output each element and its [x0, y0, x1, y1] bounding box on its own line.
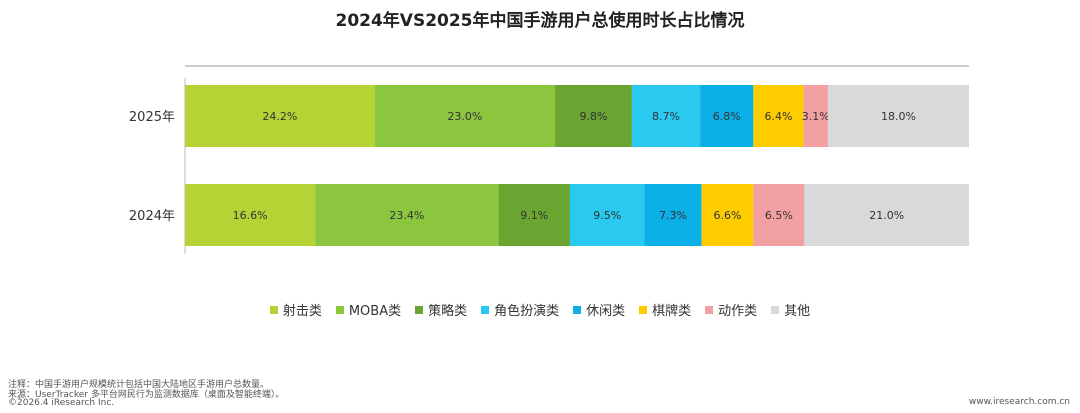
- legend-item: MOBA类: [335, 300, 402, 319]
- legend-swatch: [771, 305, 780, 314]
- legend-item: 休闲类: [573, 300, 625, 319]
- data-label: 8.7%: [652, 110, 680, 123]
- data-label: 6.4%: [765, 110, 793, 123]
- legend-swatch: [269, 305, 278, 314]
- data-label: 24.2%: [262, 110, 297, 123]
- legend-label: 棋牌类: [652, 304, 692, 319]
- data-label: 6.8%: [713, 110, 741, 123]
- legend-item: 角色扮演类: [481, 300, 559, 319]
- bar-segment: [753, 184, 805, 246]
- bar-segment: [374, 85, 556, 147]
- data-label: 9.1%: [520, 209, 548, 222]
- data-label: 18.0%: [881, 110, 916, 123]
- data-label: 3.1%: [802, 110, 830, 123]
- data-label: 9.8%: [579, 110, 607, 123]
- legend-label: 射击类: [282, 304, 322, 319]
- legend-label: 策略类: [428, 304, 468, 319]
- bar-segment: [185, 184, 316, 246]
- legend-swatch: [573, 305, 582, 314]
- footnote-source: 来源：UserTracker 多平台网民行为监测数据库（桌面及智能终端）。: [8, 390, 285, 400]
- bar-segment: [644, 184, 702, 246]
- legend-swatch: [639, 305, 648, 314]
- bar-segment: [569, 184, 645, 246]
- data-label: 23.0%: [447, 110, 482, 123]
- legend-item: 动作类: [705, 300, 757, 319]
- legend-label: 动作类: [718, 304, 758, 319]
- data-label: 6.6%: [714, 209, 742, 222]
- bar-segment: [827, 85, 969, 147]
- data-label: 21.0%: [869, 209, 904, 222]
- bar-segment: [185, 85, 375, 147]
- legend-swatch: [415, 305, 424, 314]
- bar-segment: [804, 184, 969, 246]
- data-label: 6.5%: [765, 209, 793, 222]
- data-label: 16.6%: [233, 209, 268, 222]
- legend-label: MOBA类: [348, 304, 402, 319]
- legend-label: 休闲类: [586, 304, 626, 319]
- y-tick-label: 2024年: [129, 209, 175, 224]
- bar-segment: [315, 184, 499, 246]
- footnote-note: 注释：中国手游用户规模统计包括中国大陆地区手游用户总数量。: [8, 380, 270, 390]
- bar-segment: [701, 184, 754, 246]
- bar-segment: [555, 85, 632, 147]
- data-label: 23.4%: [389, 209, 424, 222]
- stacked-bar-chart: 2025年 24.2% 23.0% 9.8% 8.7% 6.8% 6.4% 3.1% 18.0%…: [129, 65, 969, 254]
- legend-item: 其他: [771, 300, 810, 319]
- chart-title: 2024年VS2025年中国手游用户总使用时长占比情况: [335, 11, 745, 31]
- data-label: 7.3%: [659, 209, 687, 222]
- legend-item: 棋牌类: [639, 300, 691, 319]
- chart-legend: 射击类 MOBA类 策略类 角色扮演类 休闲类 棋牌类 动作类 其他: [0, 300, 1080, 319]
- footnote-site: www.iresearch.com.cn: [968, 397, 1070, 407]
- legend-label: 角色扮演类: [494, 304, 560, 319]
- legend-swatch: [481, 305, 490, 314]
- bar-segment: [498, 184, 570, 246]
- footnote-copyright: ©2026.4 iResearch Inc.: [8, 398, 115, 408]
- bar-segment: [803, 85, 828, 147]
- legend-label: 其他: [784, 304, 811, 319]
- legend-swatch: [335, 305, 344, 314]
- data-label: 9.5%: [593, 209, 621, 222]
- legend-item: 策略类: [415, 300, 467, 319]
- y-tick-label: 2025年: [129, 110, 175, 125]
- bar-segment: [700, 85, 754, 147]
- legend-swatch: [705, 305, 714, 314]
- bar-segment: [753, 85, 804, 147]
- legend-item: 射击类: [269, 300, 322, 319]
- bar-segment: [631, 85, 701, 147]
